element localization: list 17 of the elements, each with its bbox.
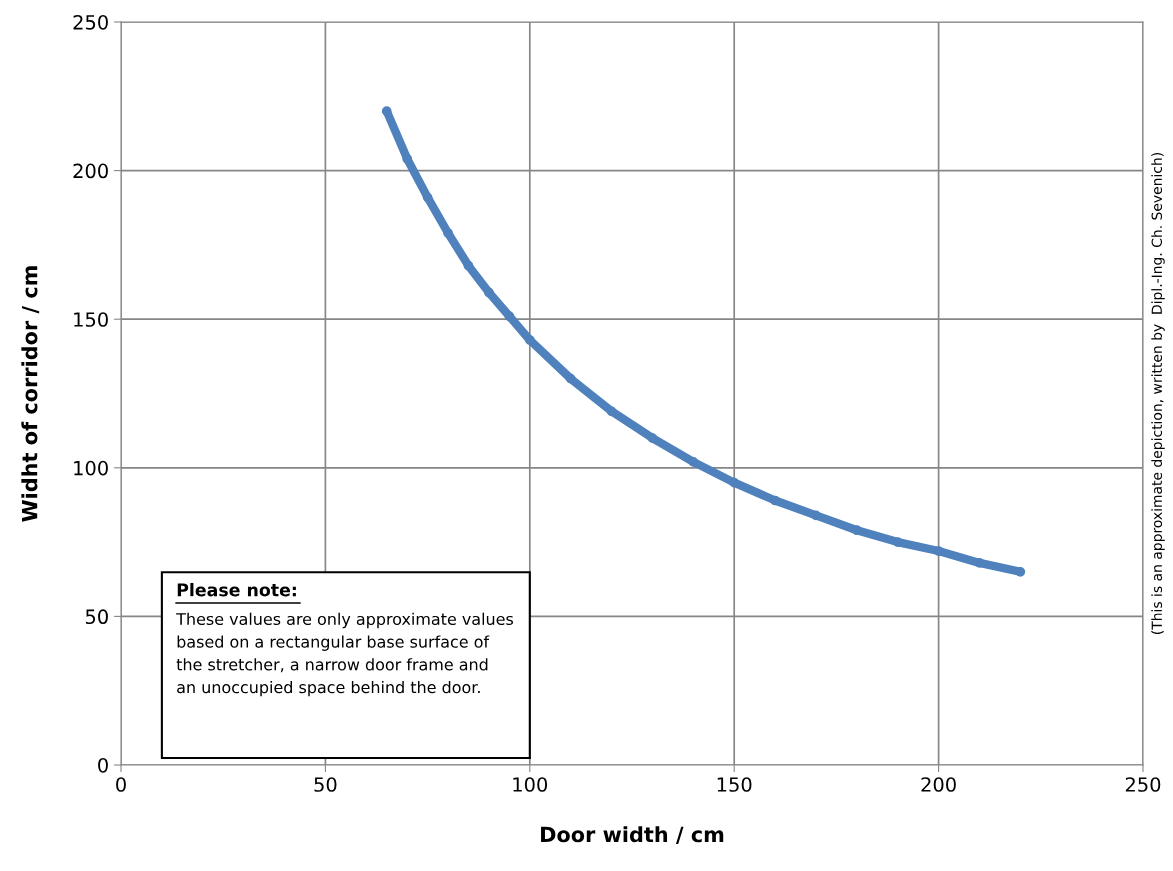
y-tick-label: 150	[74, 312, 108, 327]
x-tick-label: 150	[717, 777, 752, 792]
x-tick-label: 0	[116, 777, 126, 792]
x-tick-label: 100	[513, 777, 548, 792]
y-tick-label: 250	[73, 14, 108, 30]
x-tick-label: 50	[314, 777, 337, 792]
annotation: Please note:	[177, 582, 296, 597]
y-tick-label: 50	[85, 609, 108, 625]
x-axis-title: Door width / cm	[541, 826, 724, 844]
y-tick-label: 0	[98, 757, 108, 773]
annotation: These values are only approximate values based on a rectangular base surface of the stretcher, a narrow door frame and an unoccupied space behind the door.	[176, 612, 514, 697]
text: (This is an approximate depiction, written by Dipl.-Ing. Ch. Sevenich)	[1151, 153, 1165, 634]
x-tick-label: 200	[921, 777, 956, 792]
x-tick-label: 250	[1125, 777, 1161, 792]
y-tick-label: 100	[74, 460, 108, 476]
y-axis-title: Widht of corridor / cm	[21, 266, 40, 522]
y-tick-label: 200	[73, 163, 108, 179]
